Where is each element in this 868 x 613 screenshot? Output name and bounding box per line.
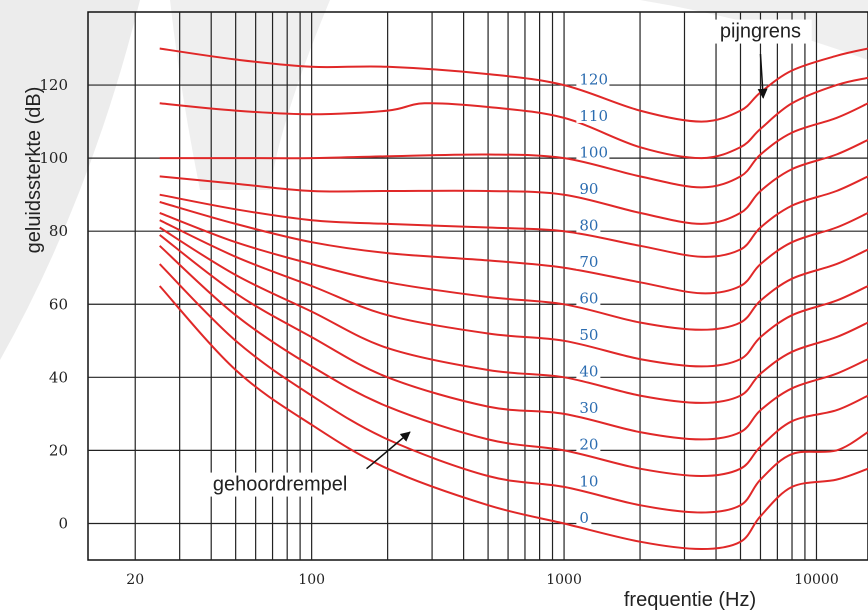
x-axis-label: frequentie (Hz) (624, 589, 756, 611)
y-tick-label: 120 (39, 76, 68, 94)
x-tick-label: 100 (298, 572, 325, 588)
curve-label: 10 (579, 472, 598, 490)
y-tick-label: 40 (49, 368, 68, 386)
curve-label-bg (576, 327, 601, 343)
curve-label: 110 (579, 107, 608, 125)
loudness-curve-70 (159, 201, 868, 295)
curve-label: 40 (579, 363, 598, 381)
x-axis-ticks: 20 100 1000 10000 (126, 572, 838, 588)
curve-label: 80 (579, 217, 598, 235)
curve-label: 120 (579, 70, 608, 88)
curve-label: 30 (579, 399, 598, 417)
curve-label-bg (576, 290, 601, 306)
curve-label-bg (576, 436, 601, 452)
curve-label-bg (576, 181, 601, 197)
loudness-curve-40 (159, 226, 868, 404)
loudness-curve-10 (158, 263, 868, 514)
loudness-curve-110 (159, 76, 868, 160)
x-tick-label: 1000 (546, 572, 582, 588)
loudness-curve-20 (159, 245, 868, 477)
plot-frame (87, 11, 868, 561)
curve-label: 60 (579, 290, 598, 308)
curve-label-bg (576, 144, 610, 160)
curve-label-bg (576, 217, 601, 233)
loudness-curve-90 (159, 138, 868, 225)
loudness-curve-0 (158, 285, 868, 550)
y-tick-label: 20 (49, 441, 68, 459)
pain-threshold-arrow (757, 53, 768, 99)
grid-major (88, 84, 868, 525)
curve-label-bg (576, 363, 601, 379)
curve-label-bg (576, 509, 592, 525)
background-watermark (0, 0, 868, 360)
y-tick-label: 60 (49, 295, 68, 313)
y-axis-ticks: 0 20 40 60 80 100 120 (39, 76, 68, 532)
curve-label-bg (576, 400, 601, 416)
y-tick-label: 80 (49, 222, 68, 240)
curve-label: 70 (579, 253, 598, 271)
loudness-curve-30 (159, 234, 868, 441)
annotation-bg (207, 472, 353, 497)
loudness-curve-60 (159, 211, 868, 331)
y-axis-label: geluidssterkte (dB) (23, 87, 45, 254)
curve-label-bg (576, 254, 601, 270)
loudness-curve-50 (159, 219, 868, 368)
y-tick-label: 0 (58, 514, 68, 532)
curve-label-bg (576, 107, 610, 123)
x-tick-label: 20 (126, 572, 144, 588)
curve-label: 20 (579, 436, 598, 454)
loudness-curve-120 (159, 47, 868, 123)
annotation-bg (709, 19, 812, 44)
hearing-threshold-arrow (366, 431, 411, 470)
curve-label: 100 (579, 143, 608, 161)
annotation-layer: pijngrens gehoordrempel (207, 19, 812, 497)
x-tick-label: 10000 (794, 572, 839, 588)
y-tick-label: 100 (39, 149, 68, 167)
hearing-threshold-label: gehoordrempel (213, 474, 348, 496)
series-layer (158, 47, 868, 550)
curve-label: 50 (579, 326, 598, 344)
curve-label: 0 (579, 509, 589, 527)
curve-label: 90 (579, 180, 598, 198)
loudness-curve-80 (159, 175, 868, 258)
loudness-curve-100 (159, 102, 868, 189)
curve-label-bg (576, 71, 610, 87)
curve-label-bg (576, 473, 601, 489)
pain-threshold-label: pijngrens (720, 21, 801, 43)
